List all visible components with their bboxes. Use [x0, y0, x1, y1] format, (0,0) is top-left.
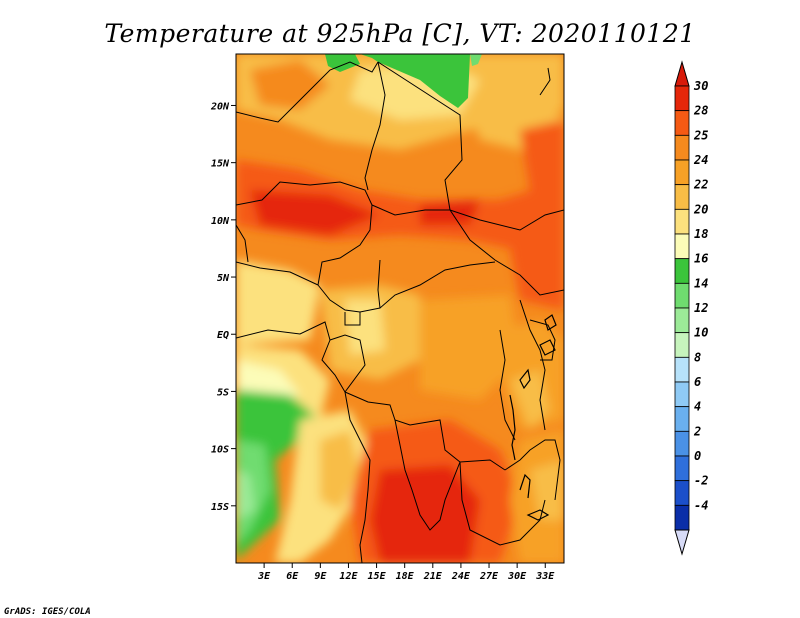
colorbar-label: 14	[694, 276, 708, 290]
colorbar-under-arrow	[674, 529, 690, 556]
lon-tick-label: 6E	[286, 571, 299, 582]
colorbar-label: 28	[693, 104, 708, 118]
lon-tick-label: 33E	[535, 571, 555, 582]
colorbar-label: 10	[694, 326, 708, 340]
colorbar-segment	[674, 430, 690, 457]
colorbar-segment	[674, 159, 690, 186]
colorbar-label: -4	[694, 498, 708, 512]
longitude-axis: 3E 6E 9E 12E 15E 18E 21E 24E 27E 30E 33E	[257, 563, 555, 582]
lon-tick-label: 3E	[257, 571, 271, 582]
lon-tick-label: 27E	[479, 571, 499, 582]
lon-tick-label: 15E	[368, 571, 387, 582]
colorbar-label: 6	[694, 375, 701, 389]
colorbar-segment	[674, 134, 690, 161]
colorbar-segment	[674, 184, 690, 210]
colorbar-label: 22	[693, 178, 708, 192]
colorbar-segment	[674, 110, 690, 136]
lat-tick-label: 20N	[210, 101, 230, 112]
colorbar-label: 25	[693, 128, 708, 142]
map-frame	[235, 53, 565, 564]
latitude-axis: 20N 15N 10N 5N EQ 5S 10S 15S	[210, 101, 236, 513]
lat-tick-label: 15N	[211, 159, 230, 170]
colorbar-segment	[674, 356, 690, 383]
colorbar-segment	[674, 504, 690, 531]
grads-credit: GrADS: IGES/COLA	[4, 607, 91, 617]
colorbar-label: 8	[694, 350, 701, 364]
colorbar-label: 20	[693, 202, 708, 216]
lon-tick-label: 24E	[451, 571, 471, 582]
colorbar-segment	[674, 233, 690, 260]
lat-tick-label: 5S	[217, 387, 229, 398]
map-title: Temperature at 925hPa [C], VT: 202011012…	[104, 19, 695, 48]
colorbar-label: 12	[694, 301, 708, 315]
colorbar-label: -2	[694, 474, 708, 488]
lake-outlines	[509, 314, 557, 521]
colorbar-label: 18	[694, 227, 708, 241]
lon-tick-label: 9E	[314, 571, 327, 582]
colorbar-label: 24	[693, 153, 708, 167]
colorbar-segment	[674, 381, 690, 408]
lat-tick-label: 10S	[211, 445, 229, 456]
colorbar-segment	[674, 480, 690, 506]
colorbar-label: 30	[693, 79, 708, 93]
lon-tick-label: 30E	[507, 571, 527, 582]
colorbar-over-arrow	[674, 60, 690, 87]
lat-tick-label: 5N	[217, 273, 230, 284]
colorbar-segment	[674, 282, 690, 309]
colorbar-segment	[674, 307, 690, 334]
country-borders	[236, 61, 564, 563]
lon-tick-label: 18E	[396, 571, 415, 582]
colorbar-segment	[674, 406, 690, 432]
colorbar-segment	[674, 332, 690, 358]
colorbar-segment	[674, 85, 690, 112]
temperature-field	[236, 54, 564, 563]
colorbar-segment	[674, 208, 690, 235]
colorbar-label: 4	[694, 400, 701, 414]
colorbar-segment	[674, 455, 690, 482]
lat-tick-label: 15S	[211, 502, 229, 513]
colorbar-label: 2	[693, 424, 701, 438]
lon-tick-label: 21E	[423, 571, 443, 582]
lon-tick-label: 12E	[339, 571, 358, 582]
colorbar-segment	[674, 258, 690, 284]
lat-tick-label: EQ	[217, 330, 229, 341]
lat-tick-label: 10N	[211, 216, 230, 227]
colorbar-label: 16	[694, 252, 708, 266]
colorbar-label: 0	[694, 449, 701, 463]
